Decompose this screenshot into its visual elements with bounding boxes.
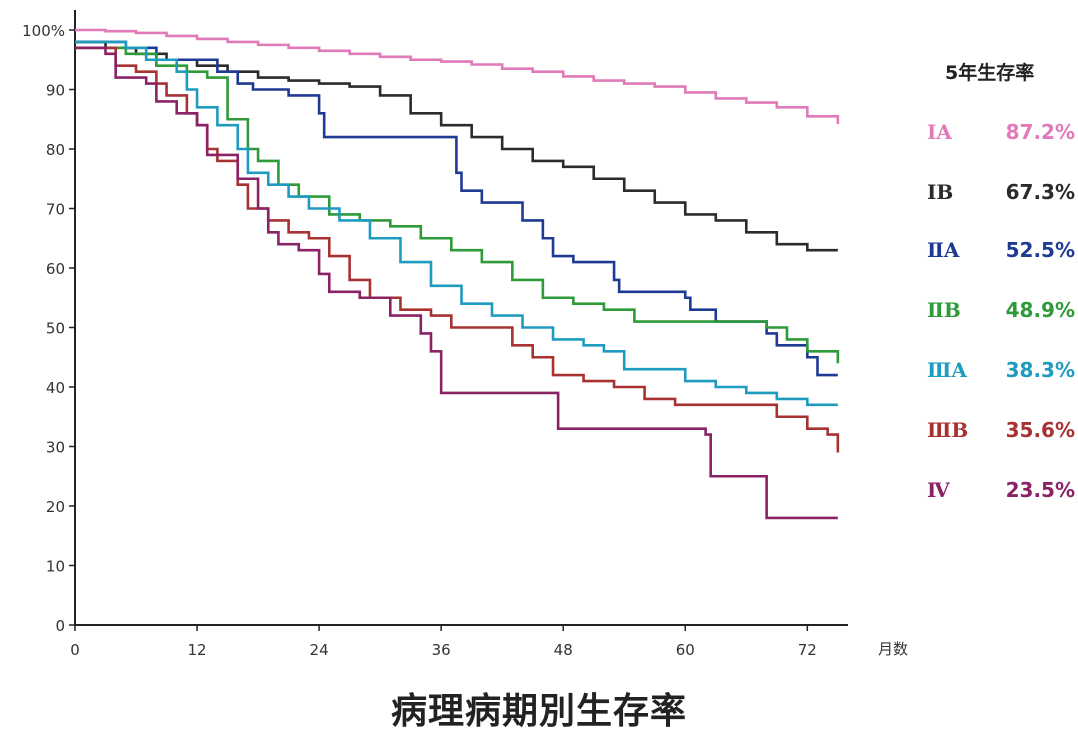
chart-title: 病理病期別生存率 [390,691,687,732]
legend-stage-label: ⅢA [927,358,967,382]
series-line-ⅠA [75,28,840,125]
x-tick-label: 72 [798,641,817,659]
y-tick-label: 70 [46,201,65,219]
legend-stage-label: Ⅳ [927,478,950,502]
y-tick-label: 80 [46,141,65,159]
chart-series [75,28,840,520]
legend-rate-value: 48.9% [1005,298,1075,322]
legend-stage-label: ⅠA [927,120,952,144]
legend-stage-label: ⅢB [927,418,969,442]
x-tick-label: 24 [310,641,329,659]
y-tick-label: 0 [55,617,65,635]
legend-rate-value: 52.5% [1005,238,1075,262]
legend-rate-value: 35.6% [1005,418,1075,442]
legend-item: ⅡB 48.9% [915,298,1075,328]
legend-title: 5年生存率 [945,62,1035,84]
x-tick-label: 0 [70,641,80,659]
legend-stage-label: ⅡA [927,238,960,262]
legend-item: ⅢB 35.6% [915,418,1075,448]
y-tick-label: 100% [22,22,65,40]
x-tick-label: 12 [188,641,207,659]
legend-item: ⅠB 67.3% [915,180,1075,210]
series-line-Ⅳ [75,46,838,520]
y-tick-label: 10 [46,558,65,576]
legend-item: Ⅳ 23.5% [915,478,1075,508]
legend-item: ⅡA 52.5% [915,238,1075,268]
x-tick-label: 48 [554,641,573,659]
y-tick-label: 20 [46,498,65,516]
y-tick-label: 40 [46,379,65,397]
legend-stage-label: ⅡB [927,298,961,322]
legend-rate-value: 67.3% [1005,180,1075,204]
legend-rate-value: 38.3% [1005,358,1075,382]
legend-item: ⅠA 87.2% [915,120,1075,150]
legend-item: ⅢA 38.3% [915,358,1075,388]
x-tick-label: 36 [432,641,451,659]
legend-rate-value: 87.2% [1005,120,1075,144]
y-tick-label: 60 [46,260,65,278]
x-tick-label: 60 [676,641,695,659]
series-line-ⅡB [75,46,840,364]
y-tick-label: 90 [46,82,65,100]
chart-axes: 0 10 20 30 40 50 60 70 80 90 100% 0 12 24 36 48 60 72 [22,10,848,659]
legend-rate-value: 23.5% [1005,478,1075,502]
legend-stage-label: ⅠB [927,180,954,204]
series-line-ⅠB [75,40,838,252]
y-tick-label: 30 [46,439,65,457]
series-line-ⅡA [75,40,838,377]
x-axis-label: 月数 [878,640,908,658]
series-line-ⅢA [75,40,838,407]
y-tick-label: 50 [46,320,65,338]
